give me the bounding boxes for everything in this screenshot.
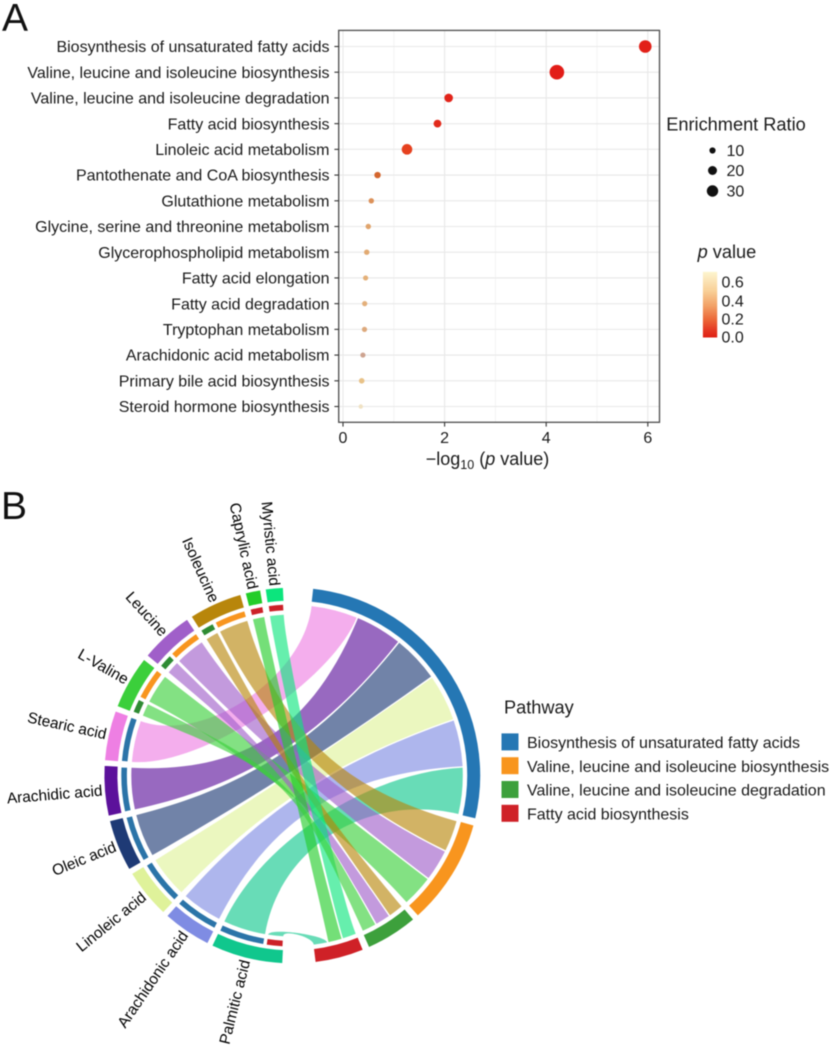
svg-text:Caprylic acid: Caprylic acid: [226, 501, 261, 591]
svg-text:Arachidonic acid: Arachidonic acid: [115, 928, 193, 1031]
svg-text:Biosynthesis of unsaturated fa: Biosynthesis of unsaturated fatty acids: [56, 39, 329, 56]
svg-text:Leucine: Leucine: [122, 589, 171, 640]
svg-text:Tryptophan metabolism: Tryptophan metabolism: [163, 322, 330, 339]
svg-text:6: 6: [643, 430, 652, 447]
svg-text:Glycerophospholipid metabolism: Glycerophospholipid metabolism: [98, 245, 329, 262]
svg-text:0.2: 0.2: [722, 311, 744, 328]
svg-text:Steroid hormone biosynthesis: Steroid hormone biosynthesis: [119, 399, 330, 416]
svg-text:Linoleic acid: Linoleic acid: [73, 889, 149, 956]
svg-text:4: 4: [542, 430, 551, 447]
svg-text:Fatty acid degradation: Fatty acid degradation: [171, 296, 329, 313]
svg-text:p value: p value: [697, 242, 757, 262]
svg-text:Palmitic acid: Palmitic acid: [217, 958, 255, 1046]
svg-text:10: 10: [727, 143, 745, 160]
svg-text:Valine, leucine and isoleucine: Valine, leucine and isoleucine degradati…: [31, 91, 330, 108]
svg-text:20: 20: [727, 163, 745, 180]
svg-text:Primary bile acid biosynthesis: Primary bile acid biosynthesis: [119, 373, 330, 390]
svg-text:0.4: 0.4: [722, 293, 744, 310]
svg-text:Enrichment Ratio: Enrichment Ratio: [666, 115, 806, 135]
svg-text:Isoleucine: Isoleucine: [178, 535, 222, 605]
svg-text:0.6: 0.6: [722, 275, 744, 292]
svg-text:L-Valine: L-Valine: [75, 646, 131, 688]
svg-text:30: 30: [727, 184, 745, 201]
svg-text:Fatty acid biosynthesis: Fatty acid biosynthesis: [527, 806, 689, 823]
svg-text:Pantothenate and CoA biosynthe: Pantothenate and CoA biosynthesis: [76, 168, 330, 185]
svg-text:Valine, leucine and isoleucine: Valine, leucine and isoleucine degradati…: [527, 783, 826, 800]
svg-text:Fatty acid biosynthesis: Fatty acid biosynthesis: [168, 116, 330, 133]
svg-text:Arachidonic acid metabolism: Arachidonic acid metabolism: [126, 348, 330, 365]
svg-text:Biosynthesis of unsaturated fa: Biosynthesis of unsaturated fatty acids: [527, 735, 800, 752]
svg-text:Fatty acid elongation: Fatty acid elongation: [182, 271, 330, 288]
svg-text:0: 0: [339, 430, 348, 447]
svg-text:Arachidic acid: Arachidic acid: [6, 783, 103, 808]
svg-text:2: 2: [440, 430, 449, 447]
svg-text:Valine, leucine and isoleucine: Valine, leucine and isoleucine biosynthe…: [27, 65, 329, 82]
svg-text:Glycine, serine and threonine: Glycine, serine and threonine metabolism: [35, 219, 329, 236]
svg-text:Valine, leucine and isoleucine: Valine, leucine and isoleucine biosynthe…: [527, 759, 829, 776]
svg-text:Stearic acid: Stearic acid: [26, 709, 108, 743]
svg-text:0.0: 0.0: [722, 330, 744, 347]
svg-text:−log10 (p value): −log10 (p value): [426, 449, 550, 472]
svg-text:Myristic acid: Myristic acid: [257, 501, 282, 587]
svg-text:Pathway: Pathway: [504, 698, 575, 718]
svg-text:Oleic acid: Oleic acid: [50, 839, 119, 880]
svg-text:Linoleic acid metabolism: Linoleic acid metabolism: [155, 142, 329, 159]
svg-text:Glutathione metabolism: Glutathione metabolism: [161, 193, 329, 210]
